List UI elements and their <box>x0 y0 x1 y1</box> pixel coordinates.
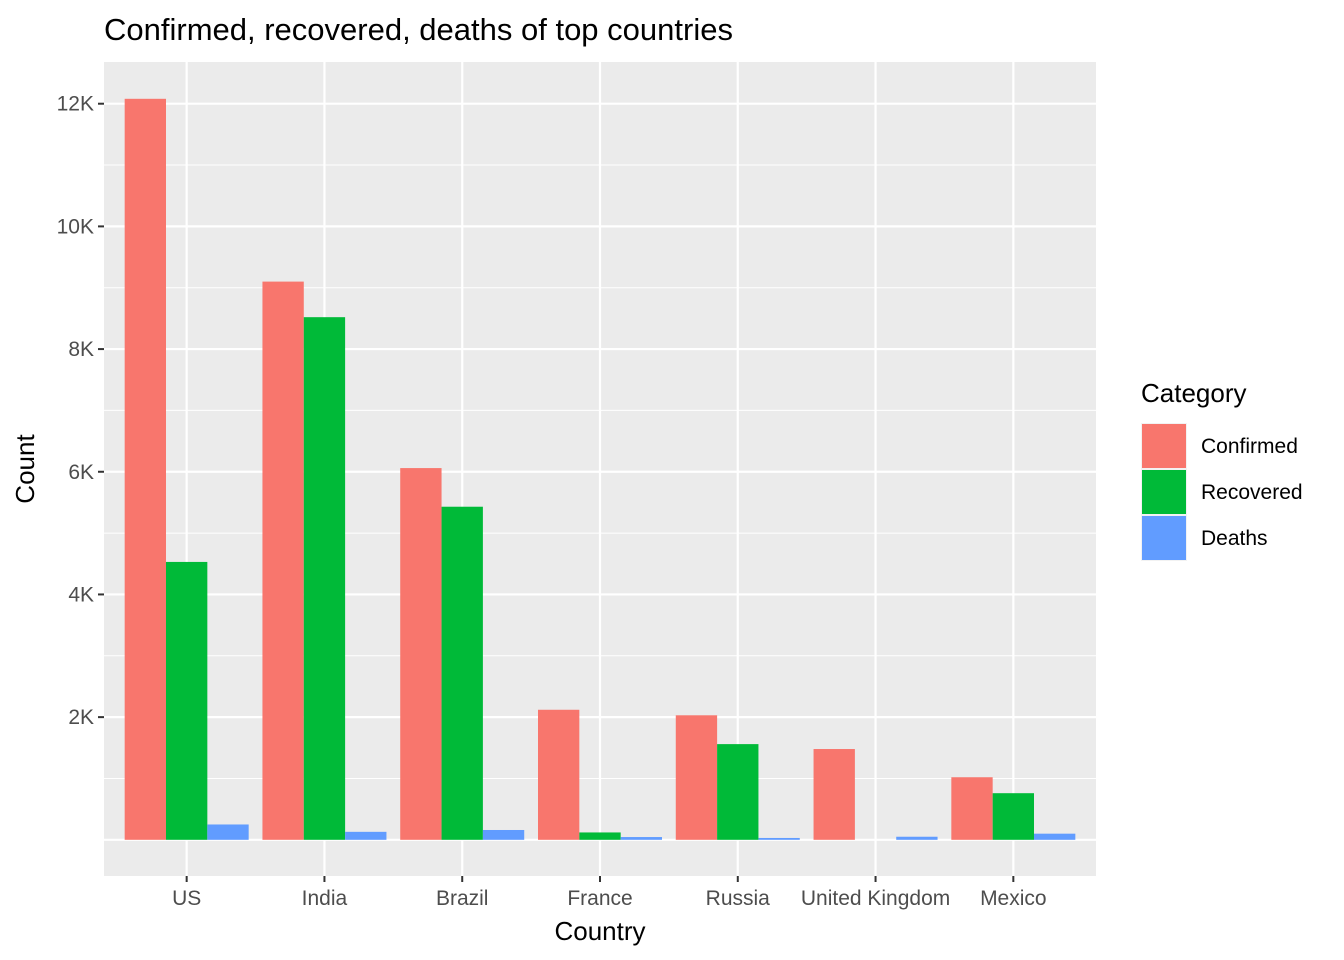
x-tick-label: United Kingdom <box>801 887 950 910</box>
bar-confirmed-united-kingdom <box>813 749 855 840</box>
bar-confirmed-us <box>124 98 166 840</box>
x-axis-title: Country <box>554 916 645 946</box>
x-tick-label: Mexico <box>980 887 1047 910</box>
bar-confirmed-france <box>538 709 580 840</box>
y-tick-label: 4K <box>68 583 94 606</box>
bar-recovered-russia <box>717 744 759 840</box>
y-axis: 2K 4K 6K 8K 10K 12K <box>57 93 104 729</box>
bar-deaths-france <box>620 837 662 840</box>
x-axis: US India Brazil France Russia United Kingdom M… <box>172 876 1047 910</box>
x-tick-label: France <box>567 887 632 910</box>
y-tick-label: 2K <box>68 706 94 729</box>
legend-swatch-deaths <box>1142 516 1186 560</box>
y-tick-label: 6K <box>68 461 94 484</box>
y-axis-title: Count <box>10 434 40 504</box>
bar-deaths-brazil <box>482 829 525 840</box>
legend-title: Category <box>1141 378 1247 408</box>
bar-deaths-russia <box>758 837 800 840</box>
x-tick-label: India <box>302 887 348 910</box>
legend-label-recovered: Recovered <box>1201 481 1303 504</box>
bar-deaths-mexico <box>1034 833 1076 840</box>
legend-swatch-recovered <box>1142 470 1186 514</box>
bar-confirmed-russia <box>675 715 718 840</box>
bar-confirmed-india <box>262 281 304 840</box>
chart-title: Confirmed, recovered, deaths of top coun… <box>104 12 733 47</box>
bar-deaths-india <box>345 831 387 840</box>
legend-items: Confirmed Recovered Deaths <box>1141 423 1303 561</box>
bar-deaths-us <box>207 824 249 840</box>
bar-recovered-india <box>303 317 346 840</box>
legend-label-confirmed: Confirmed <box>1201 435 1298 458</box>
x-tick-label: Brazil <box>436 887 489 910</box>
legend-swatch-confirmed <box>1142 424 1186 468</box>
x-tick-label: Russia <box>706 887 771 910</box>
bar-deaths-united-kingdom <box>896 836 938 840</box>
bar-confirmed-brazil <box>400 468 442 840</box>
legend-label-deaths: Deaths <box>1201 527 1268 550</box>
bar-confirmed-mexico <box>951 777 993 840</box>
y-tick-label: 10K <box>57 215 94 238</box>
y-tick-label: 12K <box>57 93 94 116</box>
bar-recovered-mexico <box>992 793 1034 840</box>
legend: Category Confirmed Recovered Deaths <box>1141 378 1303 561</box>
bar-recovered-us <box>166 561 208 840</box>
y-tick-label: 8K <box>68 338 94 361</box>
bars <box>124 98 1076 840</box>
bar-recovered-france <box>579 832 621 840</box>
x-tick-label: US <box>172 887 201 910</box>
bar-recovered-brazil <box>441 506 483 840</box>
